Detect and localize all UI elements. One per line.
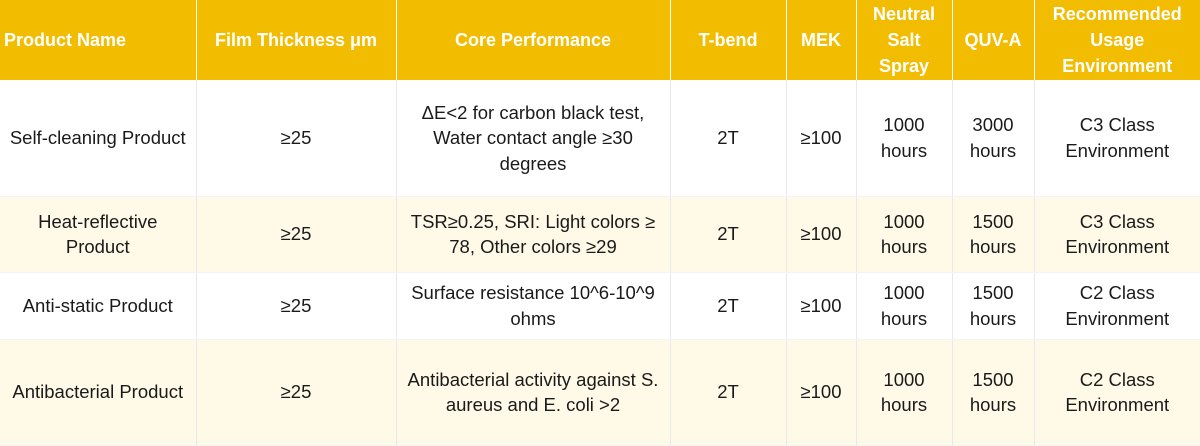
table-row: Anti-static Product ≥25 Surface resistan… [0,272,1200,340]
header-t-bend: T-bend [670,0,787,80]
cell-quv-a: 3000 hours [952,80,1035,197]
cell-product-name: Heat-reflective Product [0,196,197,273]
cell-core-performance: Surface resistance 10^6-10^9 ohms [396,272,671,340]
cell-film-thickness: ≥25 [196,196,397,273]
cell-product-name: Anti-static Product [0,272,197,340]
cell-film-thickness: ≥25 [196,272,397,340]
cell-product-name: Self-cleaning Product [0,80,197,197]
cell-t-bend: 2T [670,80,787,197]
table-row: Heat-reflective Product ≥25 TSR≥0.25, SR… [0,196,1200,273]
cell-film-thickness: ≥25 [196,80,397,197]
cell-recommended-usage: C2 Class Environment [1034,272,1200,340]
cell-quv-a: 1500 hours [952,339,1035,446]
cell-recommended-usage: C3 Class Environment [1034,196,1200,273]
cell-quv-a: 1500 hours [952,272,1035,340]
cell-mek: ≥100 [786,196,857,273]
cell-quv-a: 1500 hours [952,196,1035,273]
header-recommended-usage: Recommended Usage Environment [1034,0,1200,80]
table-body: Self-cleaning Product ≥25 ΔE<2 for carbo… [0,80,1200,446]
header-row: Product Name Film Thickness μm Core Perf… [0,0,1200,80]
cell-t-bend: 2T [670,272,787,340]
header-product-name: Product Name [0,0,197,80]
cell-neutral-salt-spray: 1000 hours [856,272,953,340]
cell-t-bend: 2T [670,339,787,446]
cell-film-thickness: ≥25 [196,339,397,446]
cell-core-performance: TSR≥0.25, SRI: Light colors ≥ 78, Other … [396,196,671,273]
cell-neutral-salt-spray: 1000 hours [856,196,953,273]
table-row: Antibacterial Product ≥25 Antibacterial … [0,339,1200,446]
header-film-thickness: Film Thickness μm [196,0,397,80]
cell-neutral-salt-spray: 1000 hours [856,339,953,446]
cell-mek: ≥100 [786,80,857,197]
cell-core-performance: ΔE<2 for carbon black test, Water contac… [396,80,671,197]
cell-recommended-usage: C3 Class Environment [1034,80,1200,197]
cell-t-bend: 2T [670,196,787,273]
table-row: Self-cleaning Product ≥25 ΔE<2 for carbo… [0,80,1200,197]
header-mek: MEK [786,0,857,80]
header-neutral-salt-spray: Neutral Salt Spray [856,0,953,80]
cell-core-performance: Antibacterial activity against S. aureus… [396,339,671,446]
cell-neutral-salt-spray: 1000 hours [856,80,953,197]
header-quv-a: QUV-A [952,0,1035,80]
table-header: Product Name Film Thickness μm Core Perf… [0,0,1200,80]
cell-product-name: Antibacterial Product [0,339,197,446]
cell-mek: ≥100 [786,272,857,340]
cell-mek: ≥100 [786,339,857,446]
cell-recommended-usage: C2 Class Environment [1034,339,1200,446]
header-core-performance: Core Performance [396,0,671,80]
